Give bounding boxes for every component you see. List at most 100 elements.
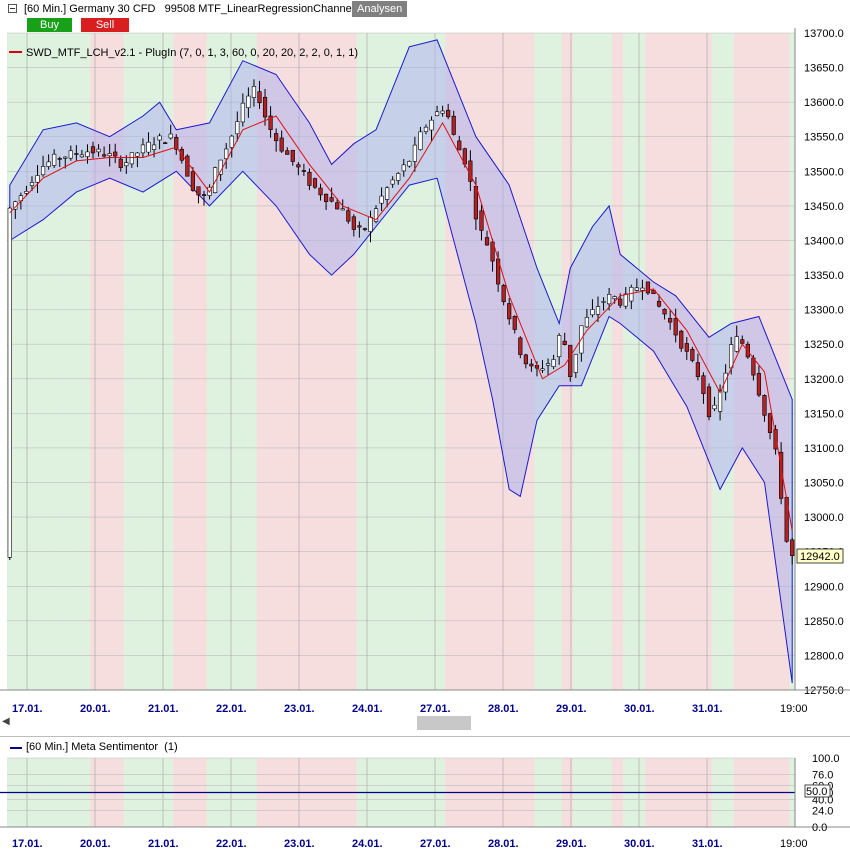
candle-body: [140, 144, 146, 154]
regime-stripe: [179, 33, 186, 690]
regime-stripe: [389, 33, 397, 690]
regime-stripe: [290, 33, 297, 690]
sell-button[interactable]: Sell: [81, 18, 129, 32]
candle-body: [96, 148, 101, 153]
y-tick-label: 13100.0: [804, 443, 844, 455]
x-tick-label: 29.01.: [556, 703, 587, 715]
candle-body: [79, 154, 85, 158]
candle-body: [418, 131, 423, 150]
x-tick-label: 17.01.: [12, 703, 43, 715]
y-tick-label: 13400.0: [804, 235, 844, 247]
x-tick-label: 27.01.: [420, 703, 451, 715]
chart-title: [60 Min.] Germany 30 CFD 99508 MTF_Linea…: [24, 3, 355, 15]
candle-body: [40, 166, 46, 176]
candle-body: [429, 119, 434, 131]
regime-stripe: [140, 33, 147, 690]
candle-body: [340, 208, 345, 211]
subpanel-x-tick-label: 29.01.: [556, 838, 587, 850]
regime-stripe: [262, 33, 269, 690]
buy-button[interactable]: Buy: [27, 18, 72, 32]
candle-body: [473, 185, 479, 220]
regime-stripe: [334, 33, 341, 690]
regime-stripe: [40, 33, 47, 690]
candle-body: [63, 156, 68, 159]
candle-body: [773, 429, 778, 450]
candle-body: [651, 289, 656, 295]
candle-body: [479, 210, 484, 231]
candle-body: [756, 373, 762, 396]
candle-body: [235, 121, 240, 135]
indicator-legend: SWD_MTF_LCH_v2.1 - PlugIn (7, 0, 1, 3, 6…: [26, 47, 358, 59]
candle-body: [385, 187, 390, 200]
candle-body: [767, 413, 773, 433]
x-tick-label: 23.01.: [284, 703, 315, 715]
subpanel-title: [60 Min.] Meta Sentimentor (1): [26, 741, 178, 753]
y-tick-label: 13650.0: [804, 63, 844, 75]
candle-body: [679, 330, 684, 349]
subpanel-x-tick-label: 22.01.: [216, 838, 247, 850]
candle-body: [740, 339, 745, 344]
regime-stripe: [611, 33, 619, 690]
candle-body: [190, 171, 196, 191]
x-tick-label: 31.01.: [692, 703, 723, 715]
candle-body: [351, 216, 356, 230]
candle-body: [279, 137, 284, 152]
candle-body: [440, 110, 445, 114]
candle-body: [46, 161, 51, 167]
regime-stripe: [117, 33, 125, 690]
candle-body: [24, 191, 29, 194]
candle-body: [618, 298, 623, 306]
scroll-left-icon[interactable]: ◀: [2, 716, 10, 727]
regime-stripe: [95, 33, 102, 690]
candle-body: [634, 287, 639, 291]
regime-stripe: [245, 33, 252, 690]
candle-body: [640, 287, 645, 291]
regime-stripe: [228, 33, 236, 690]
regime-stripe: [212, 33, 219, 690]
scrollbar-thumb[interactable]: [417, 716, 471, 730]
subpanel-x-tick-label: 20.01.: [80, 838, 111, 850]
candle-body: [751, 357, 756, 376]
last-price-label: 12942.0: [800, 551, 840, 563]
candle-body: [107, 153, 112, 157]
candle-body: [507, 303, 512, 320]
subpanel-x-tick-label: 19:00: [780, 838, 808, 850]
collapse-icon[interactable]: [8, 4, 17, 13]
regime-stripe: [284, 33, 291, 690]
candle-body: [285, 150, 290, 155]
candle-body: [118, 158, 123, 168]
regime-stripe: [256, 33, 263, 690]
candle-body: [151, 144, 157, 150]
analysen-button[interactable]: Analysen: [352, 1, 408, 17]
candle-body: [512, 315, 517, 330]
regime-stripe: [190, 33, 197, 690]
y-tick-label: 13050.0: [804, 478, 844, 490]
chart-header: [60 Min.] Germany 30 CFD 99508 MTF_Linea…: [0, 0, 850, 18]
candle-body: [712, 404, 717, 410]
candle-body: [368, 216, 373, 232]
candle-body: [451, 115, 456, 135]
candle-body: [124, 162, 129, 167]
candle-body: [335, 202, 340, 210]
candle-body: [346, 210, 351, 222]
candle-body: [668, 318, 673, 323]
candle-body: [446, 109, 451, 118]
candle-body: [723, 372, 728, 393]
y-tick-label: 13550.0: [804, 132, 844, 144]
candle-body: [390, 179, 395, 185]
candle-body: [251, 86, 257, 98]
candle-body: [523, 354, 528, 365]
candle-body: [323, 193, 329, 203]
regime-stripe: [79, 33, 86, 690]
regime-stripe: [240, 33, 247, 690]
regime-stripe: [51, 33, 58, 690]
regime-stripe: [589, 33, 596, 690]
regime-stripe: [384, 33, 391, 690]
regime-stripe: [201, 33, 208, 690]
candle-body: [357, 225, 362, 228]
regime-stripe: [428, 33, 435, 690]
regime-stripe: [12, 33, 19, 690]
candle-body: [412, 144, 417, 162]
regime-stripe: [328, 33, 336, 690]
regime-stripe: [595, 33, 602, 690]
